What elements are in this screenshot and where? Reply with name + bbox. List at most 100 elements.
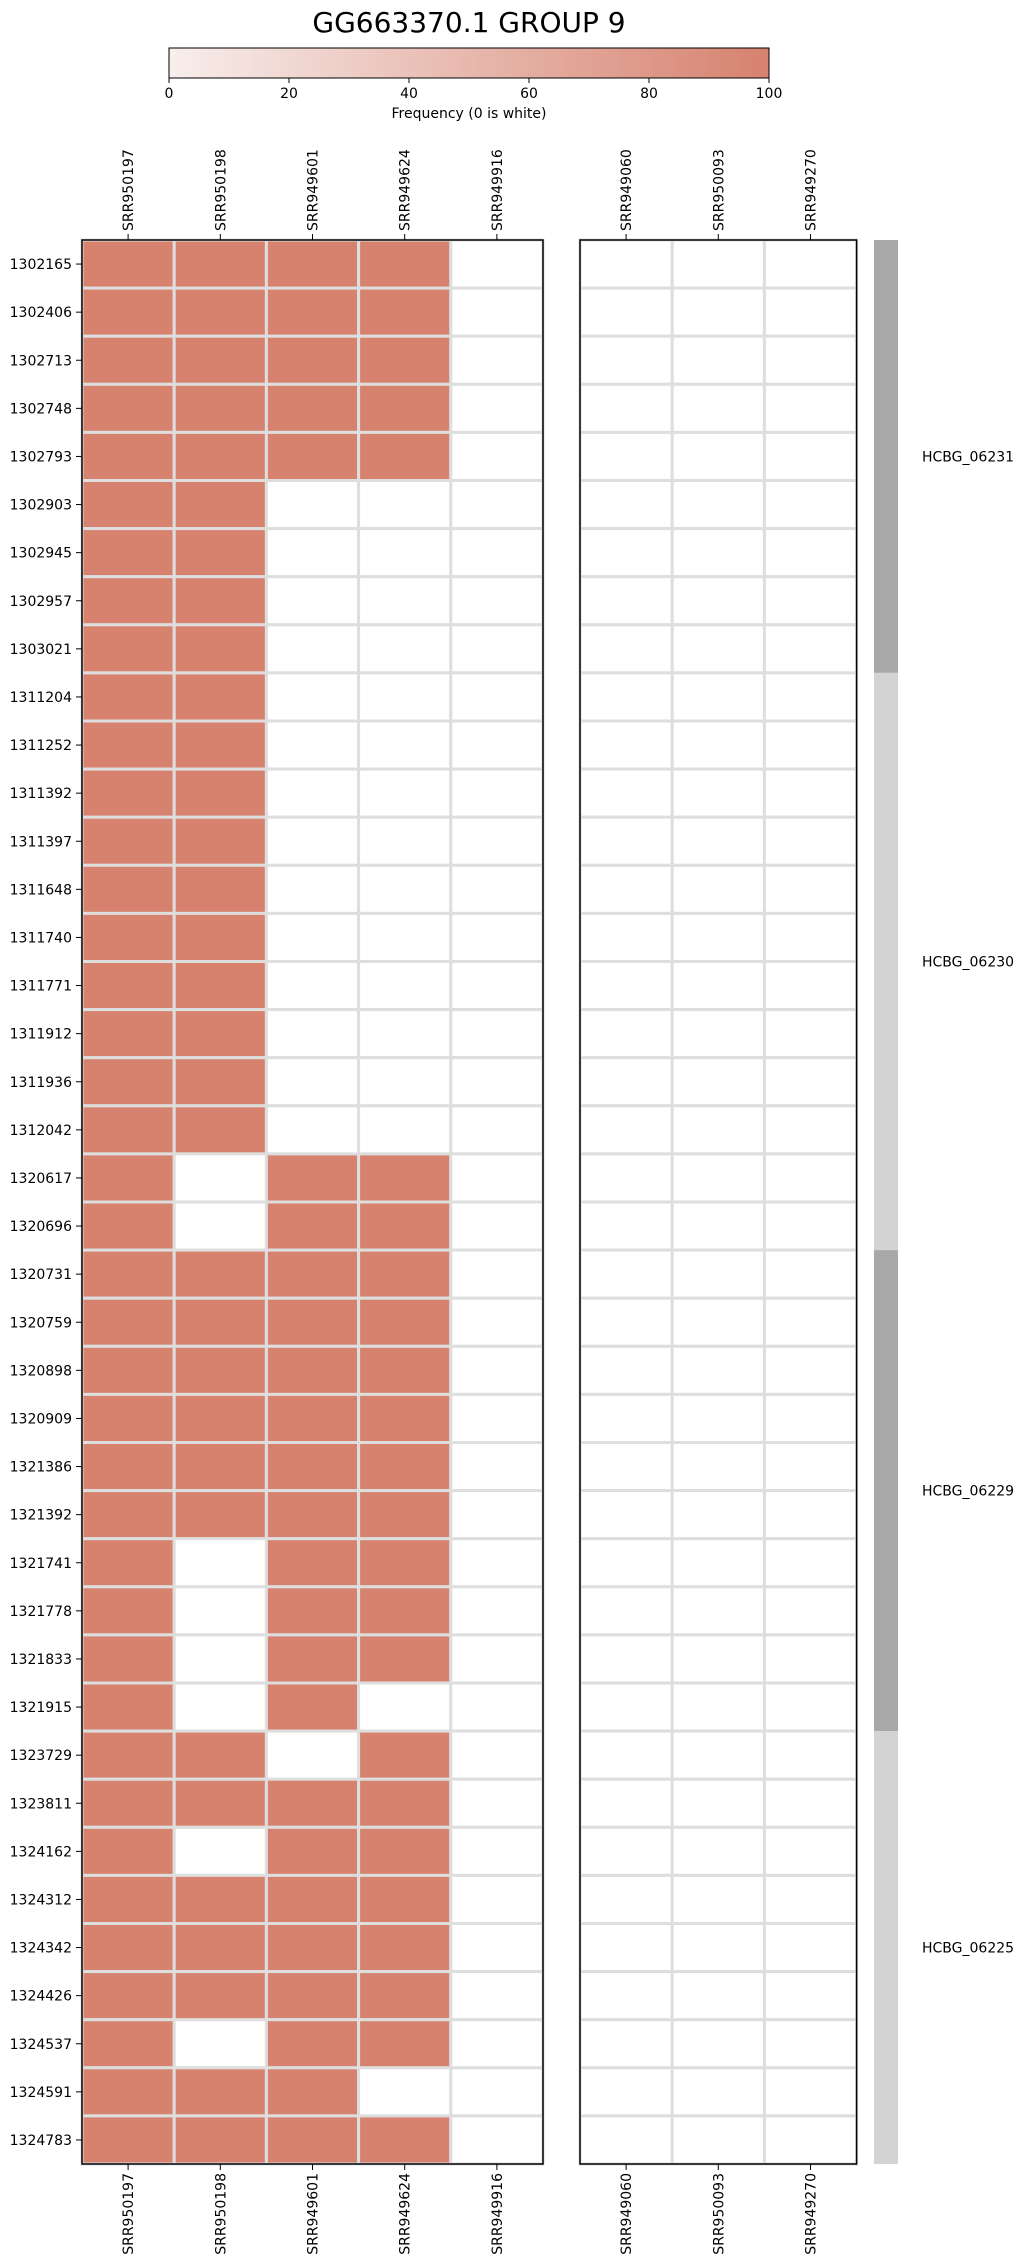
- heatmap-cell: [357, 1296, 453, 1348]
- heatmap-cell: [670, 1729, 766, 1781]
- heatmap-cell: [172, 623, 268, 675]
- heatmap-cell: [762, 527, 859, 579]
- heatmap-cell: [357, 334, 453, 386]
- heatmap-cell: [578, 2066, 674, 2118]
- heatmap-cell: [357, 1922, 453, 1974]
- heatmap-cell: [762, 1537, 859, 1589]
- heatmap-cell: [172, 960, 268, 1012]
- heatmap-cell: [578, 2114, 674, 2166]
- heatmap-cell: [578, 671, 674, 723]
- heatmap-cell: [762, 767, 859, 819]
- heatmap-cell: [578, 1729, 674, 1781]
- heatmap-cell: [172, 430, 268, 482]
- heatmap-cell: [80, 1296, 176, 1348]
- group-label: HCBG_06231: [922, 449, 1014, 465]
- column-label-bottom: SRR949624: [398, 2173, 414, 2255]
- heatmap-cell: [80, 238, 176, 290]
- heatmap-cell: [449, 815, 545, 867]
- heatmap-cell: [449, 1585, 545, 1637]
- heatmap-cell: [264, 671, 361, 723]
- colorbar-tick-label: 40: [400, 86, 418, 102]
- heatmap-cell: [357, 1489, 453, 1541]
- heatmap-cell: [357, 1633, 453, 1685]
- heatmap-cell: [449, 1152, 545, 1204]
- row-label: 1311252: [10, 738, 72, 754]
- heatmap-cell: [670, 575, 766, 627]
- row-label: 1321833: [10, 1652, 72, 1668]
- heatmap-cell: [264, 1777, 361, 1829]
- heatmap-cell: [80, 1585, 176, 1637]
- heatmap-cell: [264, 382, 361, 434]
- heatmap-cell: [264, 1248, 361, 1300]
- heatmap-cell: [449, 1970, 545, 2022]
- heatmap-cell: [578, 767, 674, 819]
- row-labels: 1302165 1302406 1302713 1302748 1302793 13029…: [10, 257, 82, 2149]
- heatmap-cell: [80, 1152, 176, 1204]
- column-label-top: SRR950093: [711, 149, 727, 231]
- heatmap-cell: [762, 1681, 859, 1733]
- heatmap-cell: [80, 479, 176, 531]
- colorbar-tick-label: 80: [640, 86, 658, 102]
- row-label: 1320759: [10, 1315, 72, 1331]
- heatmap-cell: [264, 286, 361, 338]
- heatmap-cell: [172, 671, 268, 723]
- heatmap-cell: [578, 1777, 674, 1829]
- heatmap-cell: [762, 2066, 859, 2118]
- row-label: 1321915: [10, 1700, 72, 1716]
- heatmap-cell: [670, 1008, 766, 1060]
- heatmap-cell: [172, 1970, 268, 2022]
- heatmap-cell: [264, 815, 361, 867]
- heatmap-cell: [172, 911, 268, 964]
- heatmap-cell: [578, 1633, 674, 1685]
- heatmap-cell: [762, 575, 859, 627]
- heatmap-cell: [449, 334, 545, 386]
- heatmap-cell: [670, 1489, 766, 1541]
- heatmap-cell: [80, 1104, 176, 1156]
- heatmap-cell: [762, 1344, 859, 1396]
- row-label: 1302957: [10, 594, 72, 610]
- heatmap-cell: [172, 1152, 268, 1204]
- heatmap-cell: [670, 1537, 766, 1589]
- heatmap-cell: [449, 382, 545, 434]
- heatmap-cell: [172, 2018, 268, 2070]
- heatmap-cell: [670, 1152, 766, 1204]
- heatmap-cell: [80, 382, 176, 434]
- row-label: 1320696: [10, 1219, 72, 1235]
- heatmap-cell: [80, 1248, 176, 1300]
- heatmap-cell: [172, 479, 268, 531]
- heatmap-cell: [80, 1344, 176, 1396]
- group-label: HCBG_06230: [922, 955, 1014, 971]
- row-label: 1320617: [10, 1171, 72, 1187]
- heatmap-cell: [449, 2018, 545, 2070]
- heatmap-cell: [762, 1825, 859, 1877]
- heatmap-cell: [762, 334, 859, 386]
- column-label-top: SRR949060: [619, 149, 635, 231]
- heatmap-cell: [578, 1873, 674, 1926]
- heatmap-cell: [670, 671, 766, 723]
- heatmap-cell: [578, 2018, 674, 2070]
- heatmap-cell: [80, 960, 176, 1012]
- heatmap-cell: [670, 1825, 766, 1877]
- heatmap-cell: [80, 334, 176, 386]
- heatmap-cell: [578, 1296, 674, 1348]
- heatmap-cell: [578, 719, 674, 771]
- heatmap-cell: [357, 863, 453, 915]
- column-label-top: SRR949601: [306, 149, 322, 231]
- heatmap-cell: [357, 1681, 453, 1733]
- heatmap-cell: [264, 575, 361, 627]
- heatmap-cell: [80, 1729, 176, 1781]
- heatmap-cell: [670, 334, 766, 386]
- heatmap-cell: [80, 1056, 176, 1108]
- heatmap-cell: [357, 2018, 453, 2070]
- heatmap-cell: [172, 719, 268, 771]
- heatmap-cell: [357, 382, 453, 434]
- row-label: 1324591: [10, 2085, 72, 2101]
- heatmap-cell: [670, 1873, 766, 1926]
- heatmap-cell: [264, 1392, 361, 1445]
- heatmap-cell: [578, 1441, 674, 1493]
- row-label: 1321741: [10, 1556, 72, 1572]
- heatmap-cell: [264, 1296, 361, 1348]
- heatmap-cell: [264, 1152, 361, 1204]
- heatmap-cell: [762, 1729, 859, 1781]
- heatmap-cell: [357, 430, 453, 482]
